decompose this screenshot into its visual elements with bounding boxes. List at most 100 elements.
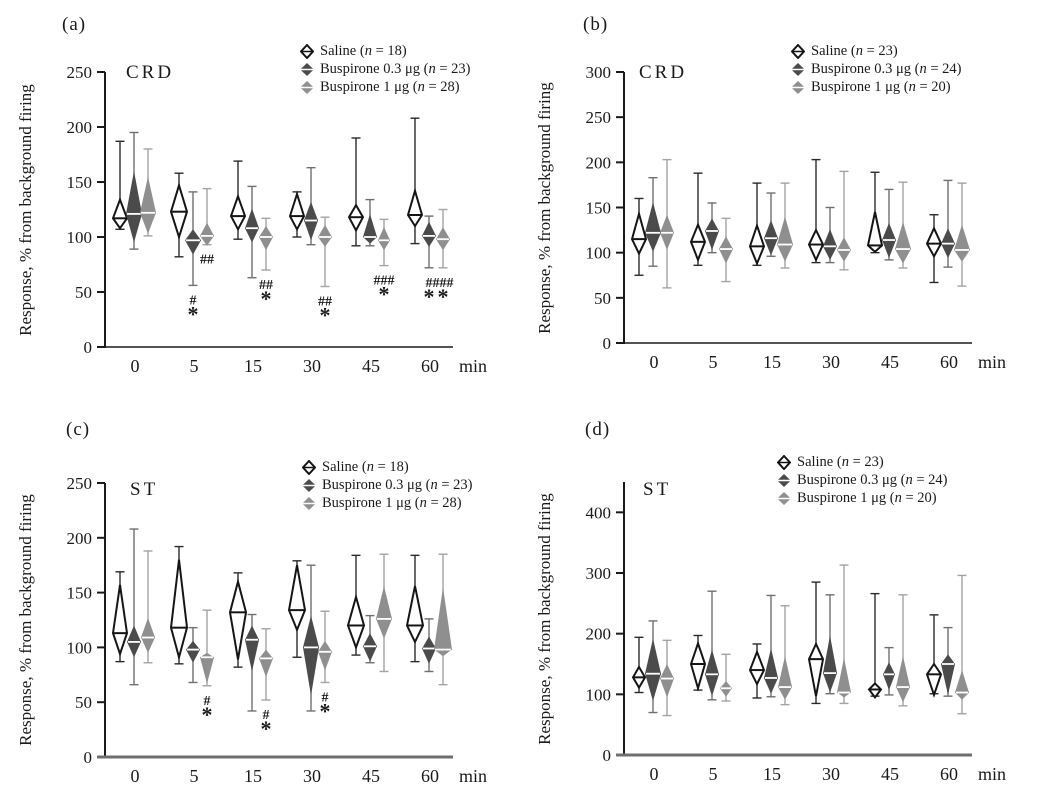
violin-buspirone_0_3ug-t0 bbox=[645, 202, 661, 252]
legend-symbol-buspirone_0_3ug bbox=[301, 62, 313, 76]
violin-buspirone_0_3ug-t30 bbox=[303, 615, 319, 696]
legend-tri-up bbox=[778, 473, 790, 480]
x-tick-label: 60 bbox=[421, 356, 439, 376]
y-axis-title-c: Response, % from background firing bbox=[16, 494, 35, 746]
sig-star: * bbox=[320, 698, 331, 723]
violin-buspirone_1ug-t45 bbox=[896, 656, 910, 703]
x-tick-label: 30 bbox=[822, 352, 840, 372]
y-tick-label: 50 bbox=[75, 693, 92, 712]
violin-saline-t30 bbox=[287, 565, 307, 633]
x-tick-label: 5 bbox=[190, 766, 199, 786]
region-label-b: CRD bbox=[639, 62, 688, 83]
legend-tri-up bbox=[301, 62, 313, 69]
violin-buspirone_1ug-t30 bbox=[837, 657, 851, 698]
legend-b: Saline (n = 23) Buspirone 0.3 μg (n = 24)… bbox=[791, 42, 961, 96]
violin-buspirone_1ug-t15 bbox=[259, 226, 273, 251]
x-unit-label: min bbox=[978, 764, 1006, 784]
panel-letter-d: (d) bbox=[585, 419, 611, 440]
legend-label-saline: Saline (n = 23) bbox=[811, 42, 898, 59]
y-tick-label: 150 bbox=[67, 173, 93, 192]
sig-star: * bbox=[261, 716, 272, 741]
violin-saline-t0 bbox=[630, 210, 648, 256]
legend-tri-down bbox=[301, 69, 313, 76]
violin-buspirone_1ug-t30 bbox=[318, 224, 332, 247]
legend-symbol-buspirone_1ug bbox=[792, 80, 804, 94]
violin-saline-t5 bbox=[689, 640, 707, 692]
sig-hash: # bbox=[263, 708, 270, 723]
violin-buspirone_0_3ug-t60 bbox=[941, 654, 955, 695]
legend-symbol-saline bbox=[300, 43, 314, 59]
legend-tri-down bbox=[301, 87, 313, 94]
violin-buspirone_1ug-t15 bbox=[777, 216, 793, 262]
y-axis-title-b: Response, % from background firing bbox=[535, 82, 554, 334]
violin-plot-b: 0 50 100 150 200 250 300 0 5 15 30 45 60 min bbox=[586, 63, 1007, 372]
legend-tri-down bbox=[792, 69, 804, 76]
violin-buspirone_1ug-t0 bbox=[140, 176, 156, 234]
violin-buspirone_1ug-t5 bbox=[200, 652, 214, 684]
legend-row-buspirone_0_3ug: Buspirone 0.3 μg (n = 24) bbox=[777, 471, 947, 489]
violin-buspirone_1ug-t60 bbox=[955, 670, 969, 700]
legend-tri-up bbox=[301, 80, 313, 87]
legend-d: Saline (n = 23) Buspirone 0.3 μg (n = 24)… bbox=[777, 453, 947, 507]
y-tick-label: 0 bbox=[84, 338, 93, 357]
violin-saline-t60 bbox=[405, 585, 425, 645]
legend-symbol-buspirone_0_3ug bbox=[303, 478, 315, 492]
violin-saline-t60 bbox=[925, 662, 943, 699]
violin-buspirone_0_3ug-t15 bbox=[245, 208, 259, 243]
violin-buspirone_0_3ug-t45 bbox=[883, 662, 895, 691]
violin-saline-t5 bbox=[169, 559, 189, 662]
y-tick-label: 200 bbox=[67, 529, 93, 548]
panel-c: 0 50 100 150 200 250 0 5 # * 15 # * 30 # * 45 60 min (c) S… bbox=[0, 399, 519, 798]
sig-star: * bbox=[424, 284, 435, 309]
legend-symbol-buspirone_0_3ug bbox=[792, 62, 804, 76]
x-tick-label: 60 bbox=[421, 766, 439, 786]
legend-symbol-saline bbox=[302, 459, 316, 475]
violin-buspirone_1ug-t0 bbox=[660, 664, 674, 698]
violin-saline-t60 bbox=[406, 187, 424, 228]
legend-row-saline: Saline (n = 18) bbox=[300, 42, 470, 60]
sig-star: * bbox=[188, 301, 199, 326]
y-tick-label: 100 bbox=[586, 685, 612, 704]
x-tick-label: 30 bbox=[303, 766, 321, 786]
legend-tri-down bbox=[792, 87, 804, 94]
panel-a: 0 50 100 150 200 250 0 5 # * ## 15 ## * 30 ## * 45 ### * 60 #… bbox=[0, 0, 519, 399]
violin-plot-d: 0 100 200 300 400 0 5 15 30 45 60 min bbox=[586, 482, 1006, 784]
sig-hash: # bbox=[204, 694, 211, 709]
y-tick-label: 200 bbox=[67, 118, 93, 137]
x-tick-label: 15 bbox=[244, 766, 262, 786]
y-tick-label: 200 bbox=[586, 625, 612, 644]
panel-letter-b: (b) bbox=[583, 14, 609, 35]
legend-tri-up bbox=[792, 80, 804, 87]
violin-buspirone_0_3ug-t5 bbox=[705, 649, 719, 697]
violin-buspirone_1ug-t0 bbox=[141, 617, 155, 653]
legend-row-buspirone_1ug: Buspirone 1 μg (n = 20) bbox=[777, 489, 947, 507]
violin-buspirone_0_3ug-t0 bbox=[126, 171, 142, 243]
violin-saline-t0 bbox=[111, 584, 129, 658]
violin-saline-t15 bbox=[748, 222, 766, 267]
y-tick-label: 300 bbox=[586, 564, 612, 583]
violin-buspirone_0_3ug-t15 bbox=[245, 625, 259, 672]
sig-hash: ## bbox=[200, 253, 214, 268]
legend-label-buspirone_0_3ug: Buspirone 0.3 μg (n = 24) bbox=[811, 60, 962, 77]
x-tick-label: 15 bbox=[244, 356, 262, 376]
x-tick-label: 5 bbox=[709, 352, 718, 372]
legend-symbol-saline bbox=[791, 43, 805, 59]
panel-letter-c: (c) bbox=[66, 419, 91, 440]
panel-b: 0 50 100 150 200 250 300 0 5 15 30 45 60 min (b) CRD … bbox=[519, 0, 1038, 399]
y-tick-label: 150 bbox=[67, 584, 93, 603]
violin-buspirone_0_3ug-t15 bbox=[764, 648, 778, 694]
legend-tri-down bbox=[778, 480, 790, 487]
sig-hash: ### bbox=[374, 274, 395, 289]
y-tick-label: 100 bbox=[586, 244, 612, 263]
legend-label-buspirone_1ug: Buspirone 1 μg (n = 28) bbox=[322, 494, 462, 511]
legend-label-buspirone_1ug: Buspirone 1 μg (n = 20) bbox=[797, 489, 937, 506]
violin-buspirone_1ug-t5 bbox=[719, 236, 733, 264]
legend-tri-down bbox=[303, 485, 315, 492]
legend-label-buspirone_0_3ug: Buspirone 0.3 μg (n = 24) bbox=[797, 471, 948, 488]
y-tick-label: 150 bbox=[586, 199, 612, 218]
x-tick-label: 0 bbox=[131, 766, 140, 786]
y-axis-title-d: Response, % from background firing bbox=[535, 493, 554, 745]
violin-saline-t45 bbox=[346, 593, 366, 651]
x-tick-label: 15 bbox=[763, 764, 781, 784]
